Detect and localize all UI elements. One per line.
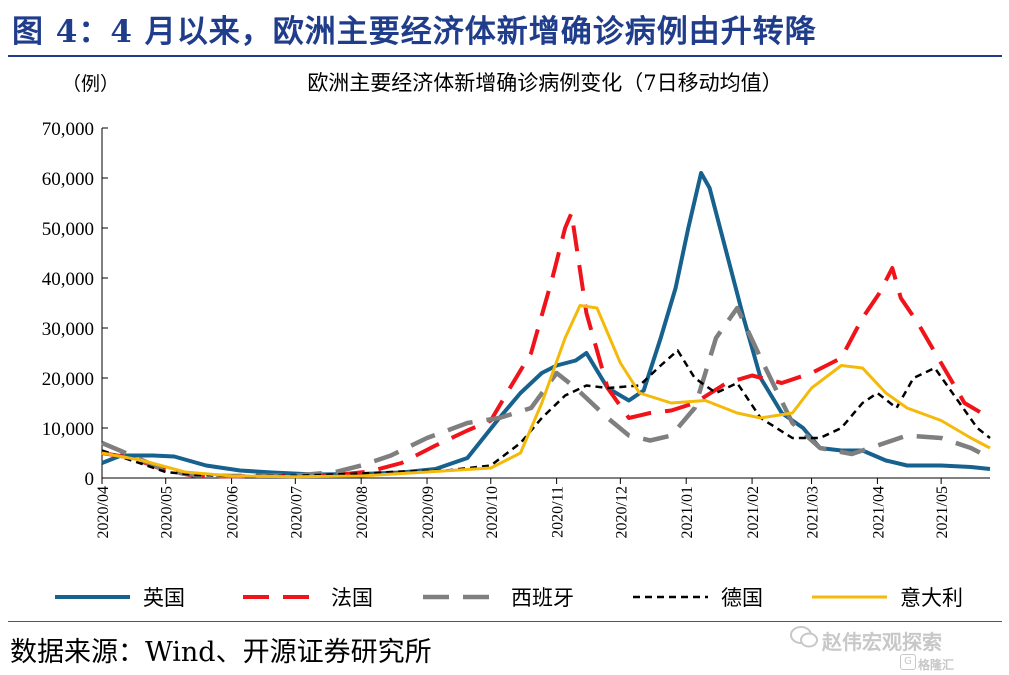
- covid-cases-line-chart: 欧洲主要经济体新增确诊病例变化（7日移动均值） （例） 0 10,000 20,000 3…: [42, 71, 992, 610]
- chart-title: 欧洲主要经济体新增确诊病例变化（7日移动均值）: [307, 71, 782, 95]
- source-divider: [8, 621, 1002, 622]
- y-tick-label: 30,000: [42, 319, 94, 340]
- x-tick-label: 2020/04: [95, 486, 112, 538]
- x-tick-label: 2020/07: [288, 486, 305, 538]
- title-rule: [8, 55, 1002, 57]
- legend-label-uk: 英国: [143, 586, 185, 610]
- x-tick-label: 2021/04: [870, 486, 887, 538]
- x-tick-label: 2020/08: [354, 486, 371, 538]
- legend-label-france: 法国: [331, 586, 373, 610]
- gelonghui-logo-icon: G: [900, 654, 916, 670]
- y-tick-label: 10,000: [42, 419, 94, 440]
- y-tick-label: 50,000: [42, 219, 94, 240]
- watermark-subtext: 格隆汇: [918, 658, 955, 672]
- y-tick-label: 40,000: [42, 269, 94, 290]
- y-tick-label: 20,000: [42, 369, 94, 390]
- y-axis-unit-label: （例）: [62, 73, 119, 95]
- series-line-france: [101, 211, 992, 479]
- x-tick-label: 2020/05: [159, 486, 176, 538]
- legend-label-spain: 西班牙: [511, 586, 574, 610]
- legend-label-italy: 意大利: [900, 586, 963, 610]
- x-tick-label: 2020/12: [613, 486, 630, 538]
- legend-label-germany: 德国: [721, 586, 763, 610]
- watermark: 赵伟宏观探索 G 格隆汇: [790, 622, 1000, 672]
- y-tick-label: 70,000: [42, 119, 94, 140]
- x-tick-label: 2020/06: [225, 486, 242, 538]
- figure-title: 图 4：4 月以来，欧洲主要经济体新增确诊病例由升转降: [12, 14, 817, 50]
- series-line-italy: [101, 304, 991, 479]
- x-tick-label: 2020/11: [550, 486, 567, 538]
- source-note: 数据来源：Wind、开源证券研究所: [10, 637, 432, 668]
- x-tick-label: 2021/02: [745, 486, 762, 538]
- series-line-spain: [101, 305, 992, 479]
- x-tick-label: 2020/10: [484, 486, 501, 538]
- y-tick-label: 0: [85, 469, 95, 490]
- x-tick-label: 2021/01: [679, 486, 696, 538]
- y-tick-label: 60,000: [42, 169, 94, 190]
- wechat-icon: [790, 626, 818, 648]
- x-tick-label: 2021/05: [934, 486, 951, 538]
- series-line-uk: [101, 171, 991, 477]
- x-tick-label: 2021/03: [805, 486, 822, 538]
- x-tick-label: 2020/09: [420, 486, 437, 538]
- watermark-text: 赵伟宏观探索: [822, 630, 942, 654]
